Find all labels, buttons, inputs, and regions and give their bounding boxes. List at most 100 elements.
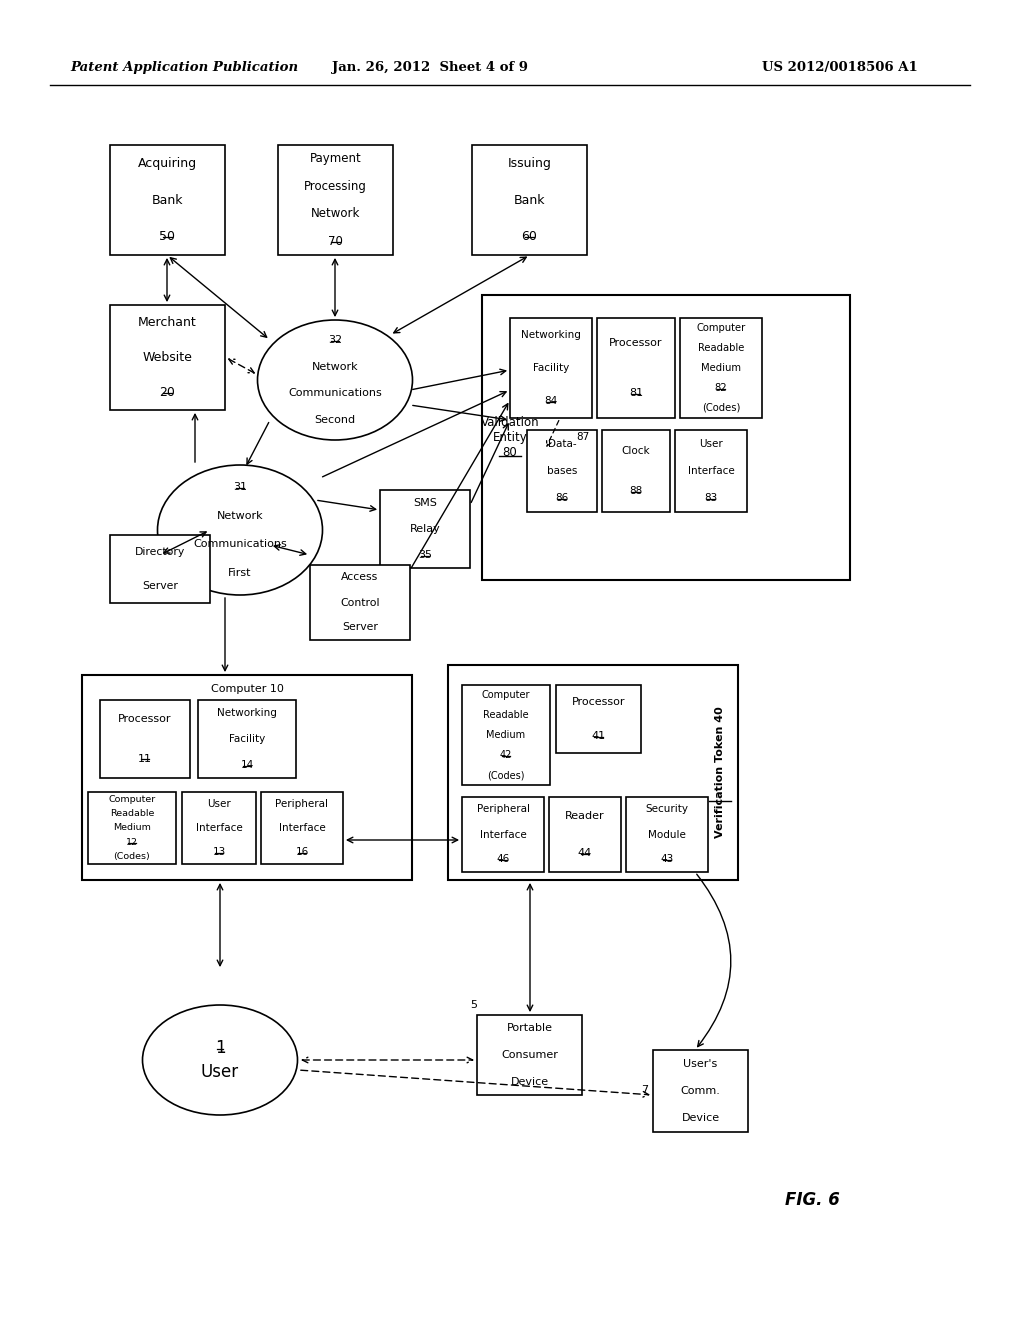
Text: Second: Second [314,414,355,425]
Text: 81: 81 [629,388,643,399]
Text: Medium: Medium [486,730,525,741]
Text: 46: 46 [497,854,510,865]
Text: 86: 86 [555,494,568,503]
Text: 13: 13 [212,847,225,857]
Text: 12: 12 [126,838,138,847]
Text: 32: 32 [328,335,342,346]
Text: 14: 14 [241,760,254,770]
Text: Interface: Interface [688,466,734,477]
Text: Readable: Readable [110,809,155,818]
Text: (Codes): (Codes) [114,853,151,861]
Text: 60: 60 [521,230,538,243]
Text: Processing: Processing [304,180,367,193]
Text: Networking: Networking [217,708,276,718]
Bar [675,430,746,512]
Text: Clock: Clock [622,446,650,455]
Text: Security: Security [645,804,688,814]
Text: Interface: Interface [279,822,326,833]
Text: 43: 43 [660,854,674,865]
Text: Server: Server [342,623,378,632]
Text: Medium: Medium [113,824,151,833]
Bar [549,797,621,873]
Bar [110,145,225,255]
Bar [100,700,190,777]
Text: (Codes): (Codes) [487,770,524,780]
Bar [88,792,176,865]
Bar [556,685,641,752]
Bar [261,792,343,865]
Text: 82: 82 [715,383,727,393]
Text: Directory: Directory [135,546,185,557]
Bar [482,294,850,579]
Text: 42: 42 [500,750,512,760]
Text: Consumer: Consumer [501,1049,558,1060]
Text: Computer 10: Computer 10 [211,684,284,694]
Text: 20: 20 [160,385,175,399]
Text: Acquiring: Acquiring [138,157,197,170]
Text: Issuing: Issuing [508,157,552,170]
Bar [462,685,550,785]
Text: Communications: Communications [194,540,287,549]
Bar [462,797,544,873]
Text: 83: 83 [705,494,718,503]
Text: bases: bases [547,466,578,477]
Text: Network: Network [311,207,360,220]
Ellipse shape [158,465,323,595]
Text: Validation
Entity
80: Validation Entity 80 [480,416,540,459]
Text: Payment: Payment [309,152,361,165]
Text: Facility: Facility [229,734,265,744]
Text: 35: 35 [418,550,432,560]
Text: 50: 50 [160,230,175,243]
Text: Processor: Processor [118,714,172,725]
Bar [110,535,210,603]
Text: Computer: Computer [696,323,745,333]
Text: Computer: Computer [481,690,530,700]
Text: 41: 41 [592,731,605,741]
Text: Website: Website [142,351,193,364]
Text: Readable: Readable [697,343,744,352]
Text: Processor: Processor [571,697,626,708]
Text: Computer: Computer [109,795,156,804]
Text: 84: 84 [545,396,558,407]
Text: Networking: Networking [521,330,581,339]
Text: Peripheral: Peripheral [476,804,529,814]
Text: User: User [207,799,230,809]
Text: Comm.: Comm. [681,1086,721,1096]
Bar [198,700,296,777]
Bar [527,430,597,512]
Text: Module: Module [648,829,686,840]
Bar [449,665,738,880]
Text: 44: 44 [578,849,592,858]
Text: Network: Network [311,362,358,372]
Text: User: User [201,1063,239,1081]
Text: Interface: Interface [196,822,243,833]
Bar [680,318,762,418]
Bar [278,145,393,255]
Text: 1: 1 [215,1039,225,1057]
Text: FIG. 6: FIG. 6 [785,1191,840,1209]
Text: Communications: Communications [288,388,382,399]
Bar [82,675,412,880]
Text: Readable: Readable [483,710,528,719]
Text: Processor: Processor [609,338,663,348]
Bar [110,305,225,411]
Bar [602,430,670,512]
Text: 16: 16 [295,847,308,857]
Text: Device: Device [681,1113,720,1123]
Text: US 2012/0018506 A1: US 2012/0018506 A1 [762,62,918,74]
Text: Jan. 26, 2012  Sheet 4 of 9: Jan. 26, 2012 Sheet 4 of 9 [332,62,528,74]
Text: Facility: Facility [532,363,569,374]
Bar [626,797,708,873]
Text: Bank: Bank [514,194,545,206]
Text: Merchant: Merchant [138,315,197,329]
Text: 11: 11 [138,754,152,763]
Text: 5: 5 [470,1001,477,1010]
Text: Device: Device [510,1077,549,1086]
Bar [472,145,587,255]
Text: 31: 31 [233,482,247,492]
Text: Data-: Data- [548,438,577,449]
Bar [510,318,592,418]
Text: First: First [228,568,252,578]
Text: (Codes): (Codes) [701,403,740,413]
Bar [380,490,470,568]
